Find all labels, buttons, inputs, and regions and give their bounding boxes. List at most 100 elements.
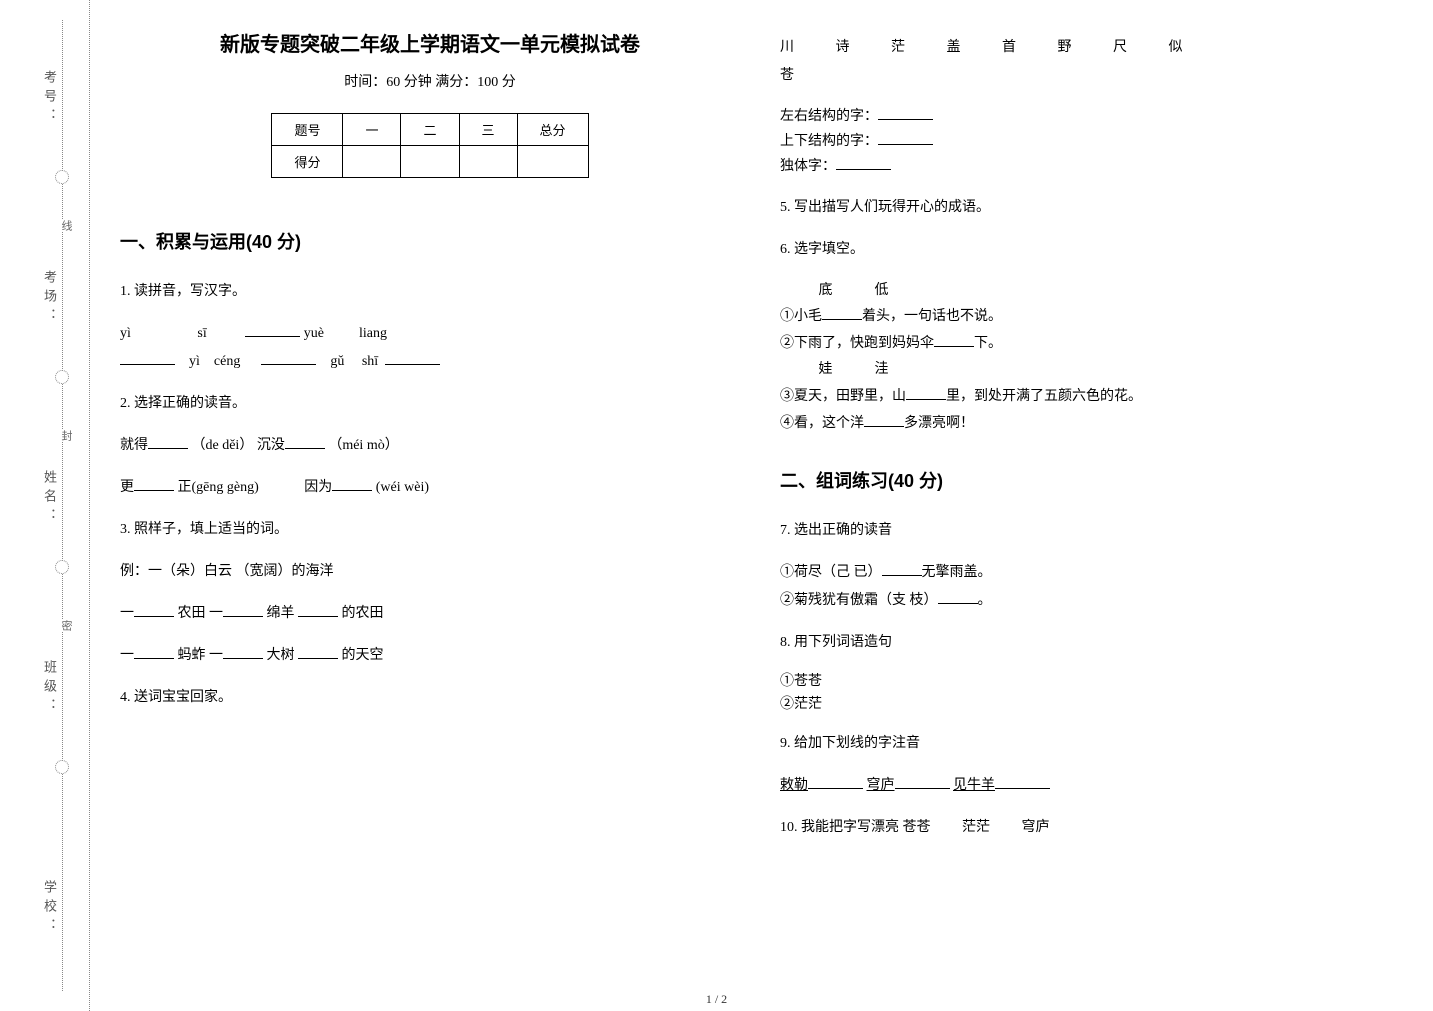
q1-py: yì: [120, 326, 131, 341]
q2-text: 因为: [304, 480, 332, 495]
answer-blank[interactable]: [882, 562, 922, 576]
answer-blank[interactable]: [895, 775, 950, 789]
q6-body: 底 低 ①小毛着头，一句话也不说。 ②下雨了，快跑到妈妈伞下。 娃 洼 ③夏天，…: [780, 278, 1400, 438]
q1-py: gǔ: [330, 354, 344, 369]
q5: 5. 写出描写人们玩得开心的成语。: [780, 194, 1400, 222]
answer-blank[interactable]: [808, 775, 863, 789]
label-lr: 左右结构的字：: [780, 109, 878, 124]
answer-blank[interactable]: [285, 435, 325, 449]
score-head-0: 题号: [272, 114, 343, 146]
q4-char-row: 川 诗 茫 盖 首 野 尺 似 苍: [780, 34, 1400, 90]
answer-blank[interactable]: [995, 775, 1050, 789]
answer-blank[interactable]: [385, 351, 440, 365]
answer-blank[interactable]: [245, 323, 300, 337]
answer-blank[interactable]: [134, 603, 174, 617]
q10-text: 穹庐: [1022, 820, 1050, 835]
answer-blank[interactable]: [906, 386, 946, 400]
spine-label-kaohao: 考号：: [40, 70, 59, 127]
q8-item: ①苍苍: [780, 674, 822, 689]
q3-example: 例：一（朵）白云 （宽阔）的海洋: [120, 558, 740, 586]
q1-py: liang: [359, 326, 387, 341]
q7-body: ①荷尽（己 已）无擎雨盖。 ②菊残犹有傲霜（支 枝）。: [780, 559, 1400, 615]
q6-text: 下。: [974, 336, 1002, 351]
q2-text: 更: [120, 480, 134, 495]
q3-row1: 一 农田 一 绵羊 的农田: [120, 600, 740, 628]
section-a-heading: 一、积累与运用(40 分): [120, 228, 740, 254]
q2-text: 正(gēng gèng): [178, 480, 259, 495]
answer-blank[interactable]: [836, 156, 891, 170]
section-b-heading: 二、组词练习(40 分): [780, 467, 1400, 493]
spine-label-class: 班级：: [40, 660, 59, 717]
q1-py: yuè: [304, 326, 324, 341]
q10-text: 茫茫: [962, 820, 990, 835]
q3-text: 农田 一: [178, 606, 224, 621]
q6-text: ②下雨了，快跑到妈妈伞: [780, 336, 934, 351]
q3-text: 蚂蚱 一: [178, 648, 224, 663]
q2-stem: 2. 选择正确的读音。: [120, 390, 740, 418]
q10-text: 10. 我能把字写漂亮 苍苍: [780, 820, 931, 835]
answer-blank[interactable]: [148, 435, 188, 449]
answer-blank[interactable]: [298, 603, 338, 617]
q6-text: ④看，这个洋: [780, 416, 864, 431]
answer-blank[interactable]: [134, 645, 174, 659]
q1-py: yì: [189, 354, 200, 369]
answer-blank[interactable]: [134, 477, 174, 491]
spine-circle: [55, 170, 69, 184]
q6-text: ①小毛: [780, 309, 822, 324]
q3-text: 的农田: [342, 606, 384, 621]
q6-text: 里，到处开满了五颜六色的花。: [946, 389, 1142, 404]
label-ud: 上下结构的字：: [780, 134, 878, 149]
score-head-3: 三: [459, 114, 517, 146]
spine-mark-mi: 密: [58, 620, 74, 631]
q9-word: 敕勒: [780, 778, 808, 793]
spine-dotted-line: [62, 20, 63, 991]
q3-stem: 3. 照样子，填上适当的词。: [120, 516, 740, 544]
char: 尺: [1113, 34, 1127, 62]
exam-title: 新版专题突破二年级上学期语文一单元模拟试卷: [120, 28, 740, 57]
q3-row2: 一 蚂蚱 一 大树 的天空: [120, 642, 740, 670]
answer-blank[interactable]: [864, 413, 904, 427]
score-cell[interactable]: [517, 146, 588, 178]
q9-body: 敕勒 穹庐 见牛羊: [780, 772, 1400, 800]
q1-py: céng: [214, 354, 240, 369]
binding-spine: 考号： 线 考场： 封 姓名： 密 班级： 学校：: [0, 0, 90, 1011]
q7-stem: 7. 选出正确的读音: [780, 517, 1400, 545]
answer-blank[interactable]: [298, 645, 338, 659]
page-right: 川 诗 茫 盖 首 野 尺 似 苍 左右结构的字： 上下结构的字： 独体字： 5…: [780, 20, 1400, 960]
answer-blank[interactable]: [332, 477, 372, 491]
char: 苍: [780, 62, 794, 90]
q7-text: ①荷尽（己 已）: [780, 565, 882, 580]
score-cell[interactable]: [459, 146, 517, 178]
q8-body: ①苍苍 ②茫茫: [780, 671, 1400, 716]
answer-blank[interactable]: [878, 131, 933, 145]
answer-blank[interactable]: [822, 306, 862, 320]
score-cell[interactable]: [343, 146, 401, 178]
page-number: 1 / 2: [0, 992, 1433, 1007]
answer-blank[interactable]: [223, 645, 263, 659]
answer-blank[interactable]: [878, 106, 933, 120]
score-cell[interactable]: [401, 146, 459, 178]
q2-text: （méi mò）: [328, 438, 398, 453]
label-single: 独体字：: [780, 159, 836, 174]
q10: 10. 我能把字写漂亮 苍苍 茫茫 穹庐: [780, 814, 1400, 842]
spine-label-name: 姓名：: [40, 470, 59, 527]
char: 川: [780, 34, 794, 62]
q2-text: (wéi wèi): [376, 480, 429, 495]
q9-word: 见牛羊: [953, 778, 995, 793]
answer-blank[interactable]: [120, 351, 175, 365]
answer-blank[interactable]: [223, 603, 263, 617]
char: 盖: [947, 34, 961, 62]
q1-body: yì sī yuè liang yì céng gǔ shī: [120, 320, 740, 376]
q1-stem: 1. 读拼音，写汉字。: [120, 278, 740, 306]
exam-subtitle: 时间：60 分钟 满分：100 分: [120, 71, 740, 91]
q6-stem: 6. 选字填空。: [780, 236, 1400, 264]
answer-blank[interactable]: [934, 333, 974, 347]
char: 首: [1002, 34, 1016, 62]
q6-choice: 娃: [819, 362, 833, 377]
q1-py: shī: [362, 354, 378, 369]
q2-text: （de děi） 沉没: [192, 438, 285, 453]
score-head-4: 总分: [517, 114, 588, 146]
answer-blank[interactable]: [261, 351, 316, 365]
answer-blank[interactable]: [938, 590, 978, 604]
q3-text: 一: [120, 648, 134, 663]
